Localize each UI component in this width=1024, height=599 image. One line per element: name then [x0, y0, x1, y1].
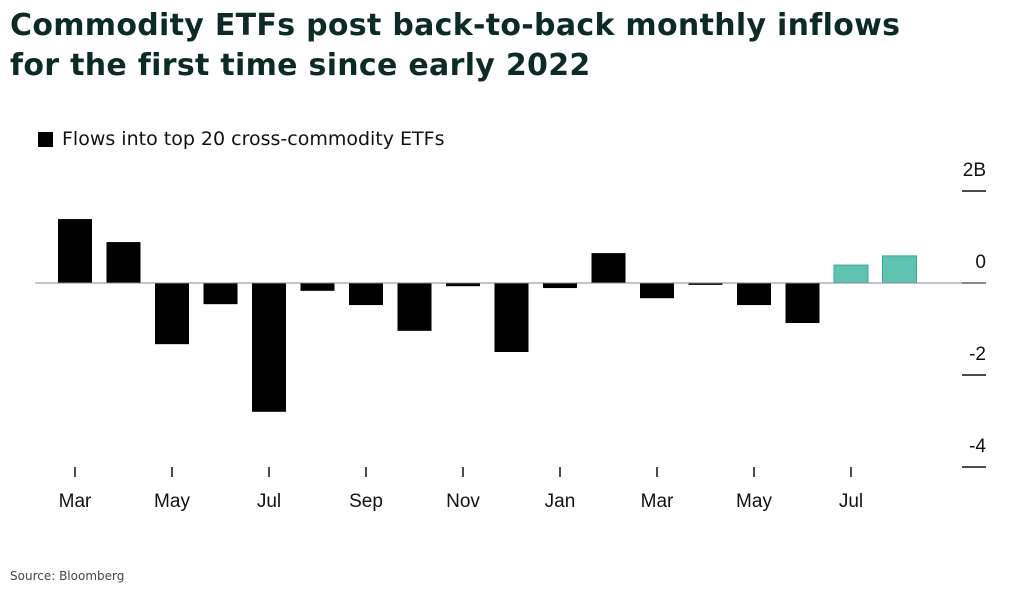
bar [349, 283, 383, 306]
bar [155, 283, 189, 345]
y-tick-label: -4 [969, 436, 986, 457]
y-tick-label: 2B [963, 160, 986, 181]
bar [252, 283, 286, 412]
bar [300, 283, 335, 291]
x-tick-label: May [736, 491, 772, 512]
bar [494, 283, 529, 352]
x-tick-label: Jul [839, 491, 863, 512]
x-tick-label: May [154, 491, 190, 512]
bar [58, 219, 92, 283]
bar [785, 283, 820, 324]
x-tick-label: Jan [545, 491, 576, 512]
bar [543, 283, 577, 289]
x-tick-label: Mar [59, 491, 92, 512]
source: Source: Bloomberg [10, 569, 125, 583]
legend-swatch [38, 131, 53, 147]
bar [640, 283, 674, 299]
legend: Flows into top 20 cross-commodity ETFs [38, 128, 444, 150]
bar [106, 242, 141, 283]
bar [882, 255, 917, 284]
x-tick-label: Sep [349, 491, 383, 512]
bar [446, 283, 480, 287]
x-tick-label: Mar [641, 491, 674, 512]
y-tick-label: -2 [969, 344, 986, 365]
bar [737, 283, 771, 306]
legend-label: Flows into top 20 cross-commodity ETFs [62, 128, 445, 150]
bar [688, 283, 723, 285]
bar [833, 264, 869, 284]
chart-title: Commodity ETFs post back-to-back monthly… [10, 8, 901, 83]
bar [203, 283, 238, 305]
x-tick-label: Jul [257, 491, 281, 512]
bar [591, 253, 626, 283]
x-tick-label: Nov [446, 491, 480, 512]
y-tick-label: 0 [975, 252, 986, 273]
bar [397, 283, 432, 331]
